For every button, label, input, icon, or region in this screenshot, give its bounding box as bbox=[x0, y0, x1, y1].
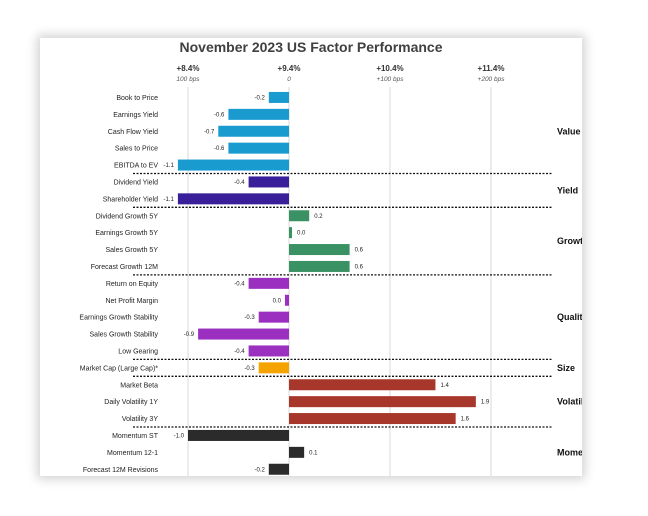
bar bbox=[289, 446, 305, 458]
category-label: Cash Flow Yield bbox=[108, 129, 158, 136]
value-label: 1.9 bbox=[481, 400, 490, 406]
value-label: -1.0 bbox=[174, 433, 185, 439]
category-label: Sales to Price bbox=[115, 146, 158, 153]
x-tick-label: +9.4% bbox=[278, 64, 301, 73]
group-label: Growth bbox=[557, 236, 582, 246]
category-label: Earnings Yield bbox=[113, 112, 158, 119]
bar bbox=[268, 463, 289, 475]
chart-title: November 2023 US Factor Performance bbox=[180, 39, 443, 55]
x-tick-sublabel: +100 bps bbox=[377, 76, 405, 83]
value-label: 0.6 bbox=[355, 248, 364, 254]
value-label: 1.4 bbox=[440, 383, 449, 389]
value-label: -0.3 bbox=[244, 366, 255, 372]
bar bbox=[289, 210, 310, 222]
category-label: EBITDA to EV bbox=[114, 163, 158, 170]
value-label: 0.6 bbox=[355, 264, 364, 270]
group-label: Value bbox=[557, 126, 581, 136]
value-label: -0.9 bbox=[184, 332, 195, 338]
group-label: Yield bbox=[557, 185, 578, 195]
group-label: Quality bbox=[557, 312, 582, 322]
value-label: -0.4 bbox=[234, 349, 245, 355]
value-label: -0.3 bbox=[244, 315, 255, 321]
value-label: -1.1 bbox=[164, 197, 175, 203]
value-label: 0.1 bbox=[309, 450, 318, 456]
category-label: Shareholder Yield bbox=[103, 196, 158, 203]
value-label: -0.7 bbox=[204, 129, 215, 135]
bar bbox=[289, 379, 436, 391]
category-label: Daily Volatility 1Y bbox=[104, 399, 158, 406]
category-label: Dividend Growth 5Y bbox=[96, 213, 159, 220]
value-label: 0.0 bbox=[273, 298, 282, 304]
factor-performance-chart: +8.4% 100 bps +9.4% 0 +10.4% +100 bps +11.4% +2… bbox=[79, 39, 582, 476]
bar bbox=[218, 125, 289, 137]
value-label: -0.6 bbox=[214, 112, 225, 118]
value-label: 0.0 bbox=[297, 231, 306, 237]
bar bbox=[289, 413, 456, 425]
bar bbox=[284, 294, 289, 306]
group-label: Volatility bbox=[557, 397, 582, 407]
category-label: Sales Growth 5Y bbox=[105, 247, 158, 254]
category-label: Return on Equity bbox=[106, 281, 159, 288]
bar bbox=[188, 429, 289, 441]
value-label: -0.4 bbox=[234, 180, 245, 186]
bar bbox=[258, 362, 289, 374]
bar bbox=[228, 142, 289, 154]
bar bbox=[177, 193, 289, 205]
x-tick-sublabel: +200 bps bbox=[478, 76, 506, 83]
chart-card: +8.4% 100 bps +9.4% 0 +10.4% +100 bps +11.4% +2… bbox=[40, 38, 582, 476]
value-label: -0.6 bbox=[214, 146, 225, 152]
value-label: 1.6 bbox=[461, 417, 470, 423]
bars-layer bbox=[177, 91, 476, 475]
category-label: Earnings Growth Stability bbox=[79, 315, 158, 322]
category-label: Forecast Growth 12M bbox=[91, 264, 158, 271]
category-label: Dividend Yield bbox=[114, 179, 158, 186]
value-label: -0.2 bbox=[254, 467, 265, 473]
bar bbox=[248, 345, 289, 357]
category-label: Momentum 12-1 bbox=[107, 450, 158, 457]
value-label: 0.2 bbox=[314, 214, 323, 220]
value-label: -0.4 bbox=[234, 281, 245, 287]
value-label: -1.1 bbox=[164, 163, 175, 169]
category-label: Volatility 3Y bbox=[122, 416, 159, 423]
category-label: Earnings Growth 5Y bbox=[95, 230, 158, 237]
category-label: Sales Growth Stability bbox=[90, 332, 159, 339]
bar bbox=[289, 396, 476, 408]
labels-layer: +8.4% 100 bps +9.4% 0 +10.4% +100 bps +11.4% +2… bbox=[79, 64, 582, 474]
bar bbox=[177, 159, 289, 171]
group-separators bbox=[133, 172, 553, 428]
category-label: Book to Price bbox=[116, 95, 158, 102]
category-label: Low Gearing bbox=[118, 348, 158, 355]
category-label: Net Profit Margin bbox=[105, 298, 158, 305]
bar bbox=[268, 91, 289, 103]
value-label: -0.2 bbox=[254, 95, 265, 101]
bar bbox=[248, 176, 289, 188]
bar bbox=[228, 108, 289, 120]
bar bbox=[289, 260, 350, 272]
category-label: Market Beta bbox=[120, 382, 158, 389]
x-tick-sublabel: 100 bps bbox=[176, 76, 200, 83]
bar bbox=[258, 311, 289, 323]
category-label: Momentum ST bbox=[112, 433, 159, 440]
bar bbox=[289, 227, 293, 239]
x-tick-label: +8.4% bbox=[177, 64, 200, 73]
group-label: Size bbox=[557, 363, 575, 373]
x-tick-label: +11.4% bbox=[478, 64, 505, 73]
bar bbox=[289, 244, 350, 256]
bar bbox=[248, 277, 289, 289]
category-label: Market Cap (Large Cap)* bbox=[80, 365, 158, 372]
x-tick-label: +10.4% bbox=[376, 64, 403, 73]
bar bbox=[198, 328, 289, 340]
category-label: Forecast 12M Revisions bbox=[83, 467, 159, 474]
group-label: Momentum bbox=[557, 447, 582, 457]
x-tick-sublabel: 0 bbox=[287, 76, 291, 83]
